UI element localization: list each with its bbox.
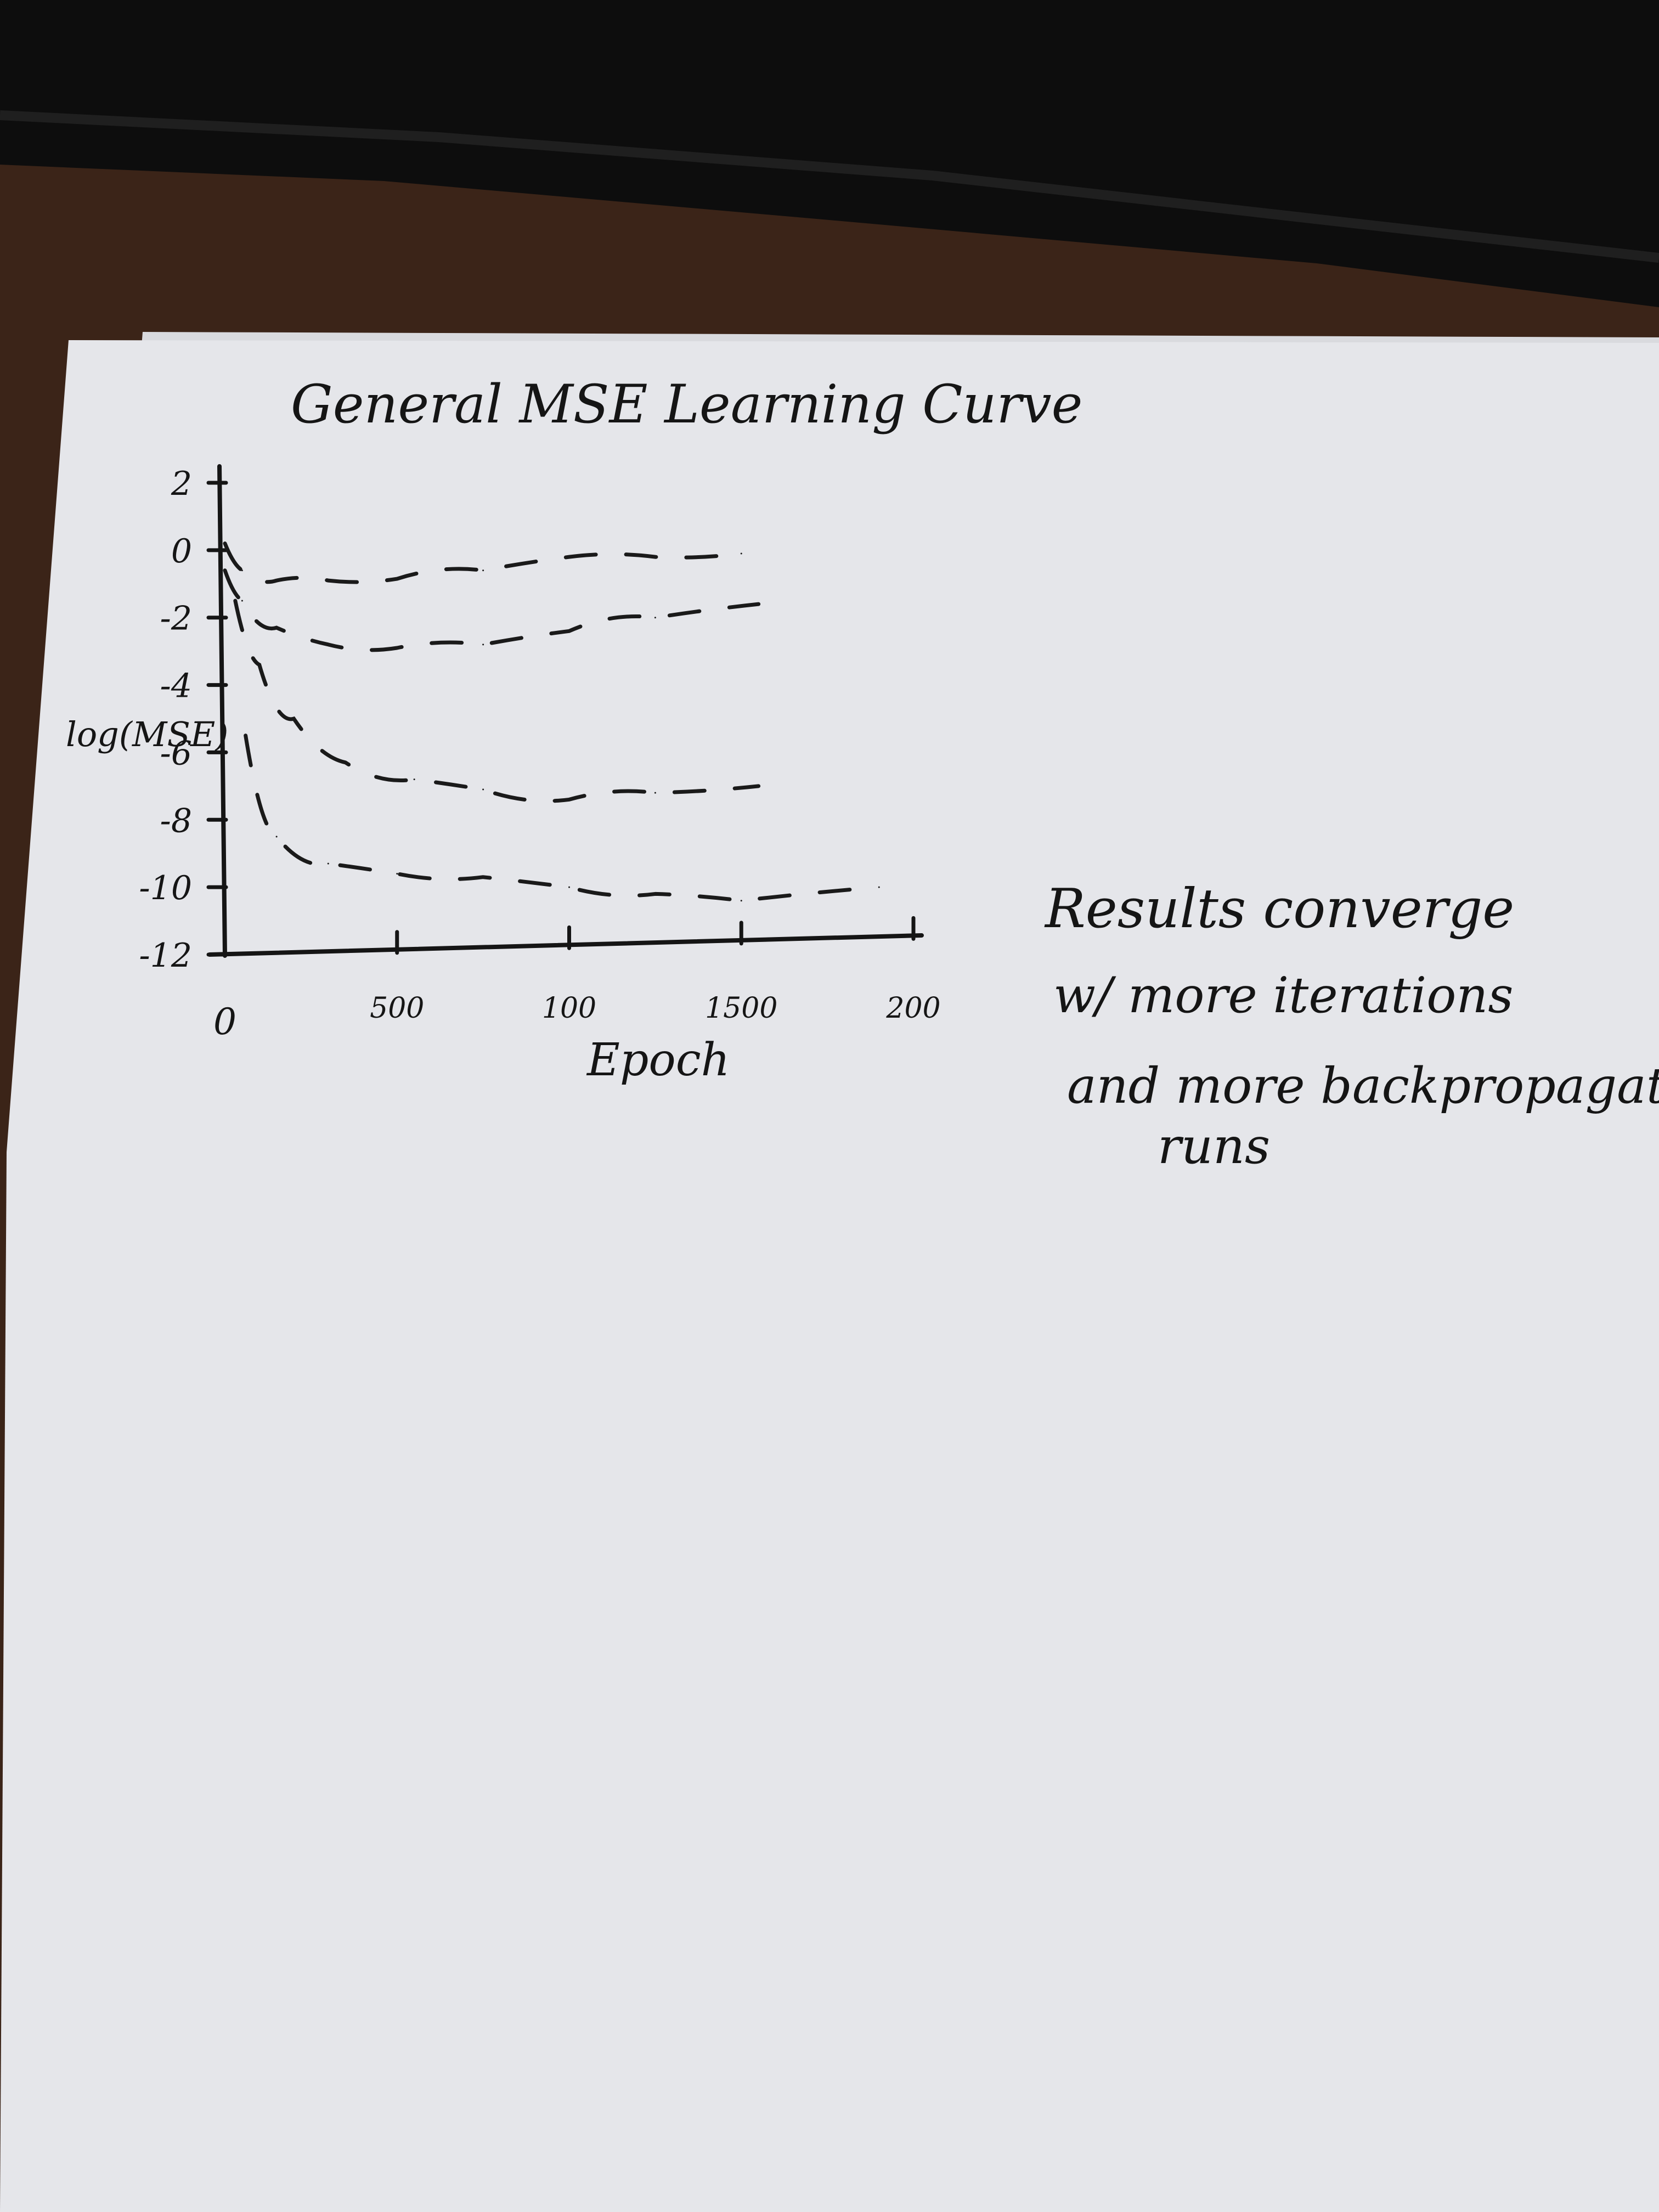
y-tick-label: -2 xyxy=(160,600,192,638)
x-tick-label: 100 xyxy=(542,992,596,1025)
chart-axes xyxy=(207,464,924,958)
y-tick-label: 2 xyxy=(171,465,192,503)
series-4-point xyxy=(396,873,398,875)
note-line-4: runs xyxy=(1158,1118,1270,1175)
series-1-point xyxy=(327,579,329,582)
x-tick-group: 0 500 100 1500 200 xyxy=(213,916,941,1043)
series-2-point xyxy=(568,630,570,632)
y-tick-label: -6 xyxy=(160,734,192,772)
series-3-point xyxy=(293,718,295,720)
margin-note: Results converge w/ more iterations and … xyxy=(1044,878,1659,1175)
series-3-point xyxy=(345,761,347,764)
series-line-3 xyxy=(233,599,761,803)
series-1-point xyxy=(568,556,570,558)
series-3-point xyxy=(758,785,760,787)
y-tick-label: -10 xyxy=(139,869,192,907)
series-4-point xyxy=(654,893,656,895)
series-4-point xyxy=(275,836,278,838)
series-2-point xyxy=(224,569,226,572)
series-1-point xyxy=(224,543,226,545)
y-tick-label: -8 xyxy=(160,802,192,840)
series-3-point xyxy=(234,600,236,602)
x-axis-label: Epoch xyxy=(586,1034,730,1086)
x-tick-label: 500 xyxy=(370,992,424,1025)
series-1-point xyxy=(241,569,243,572)
x-axis xyxy=(207,933,924,957)
series-2-point xyxy=(758,603,760,605)
series-line-2 xyxy=(223,568,761,652)
series-3-point xyxy=(568,798,570,800)
y-axis-label: log(MSE) xyxy=(66,714,228,754)
series-4-point xyxy=(878,886,880,888)
series-2-point xyxy=(275,627,278,629)
series-4-point xyxy=(482,876,484,878)
chart-title: General MSE Learning Curve xyxy=(291,374,1082,435)
note-line-3: and more backpropagation xyxy=(1067,1057,1659,1115)
series-4-point xyxy=(245,735,247,737)
dark-cloth xyxy=(0,0,1659,307)
series-group xyxy=(223,541,881,903)
series-line-4 xyxy=(244,733,881,903)
y-tick-group: 2 0 -2 -4 -6 -8 -10 -12 xyxy=(139,465,228,975)
series-2-point xyxy=(654,617,656,619)
note-line-1: Results converge xyxy=(1044,878,1514,940)
series-1-point xyxy=(482,569,484,572)
series-2-point xyxy=(396,647,398,649)
y-axis xyxy=(217,464,227,958)
series-4-point xyxy=(740,900,742,902)
series-2-point xyxy=(327,644,329,646)
paper-sheet xyxy=(0,340,1659,2212)
x-tick-label: 1500 xyxy=(705,992,777,1025)
y-tick-label: -12 xyxy=(139,936,192,975)
series-1-point xyxy=(396,578,398,580)
series-3-point xyxy=(654,792,656,794)
series-4-point xyxy=(327,862,329,865)
series-1-point xyxy=(275,579,278,582)
series-2-point xyxy=(241,600,243,602)
series-3-point xyxy=(482,788,484,791)
x-tick-label: 0 xyxy=(213,1001,236,1043)
y-tick-label: 0 xyxy=(171,532,192,571)
cloth-seam xyxy=(0,110,1659,263)
series-3-point xyxy=(258,664,261,666)
series-1-point xyxy=(654,556,656,558)
y-tick-label: -4 xyxy=(160,667,192,706)
series-line-1 xyxy=(223,541,743,584)
series-1-point xyxy=(740,552,742,555)
note-line-2: w/ more iterations xyxy=(1053,967,1514,1024)
series-2-point xyxy=(482,644,484,646)
series-3-point xyxy=(413,778,415,781)
x-tick-label: 200 xyxy=(885,992,940,1025)
series-4-point xyxy=(568,886,570,888)
